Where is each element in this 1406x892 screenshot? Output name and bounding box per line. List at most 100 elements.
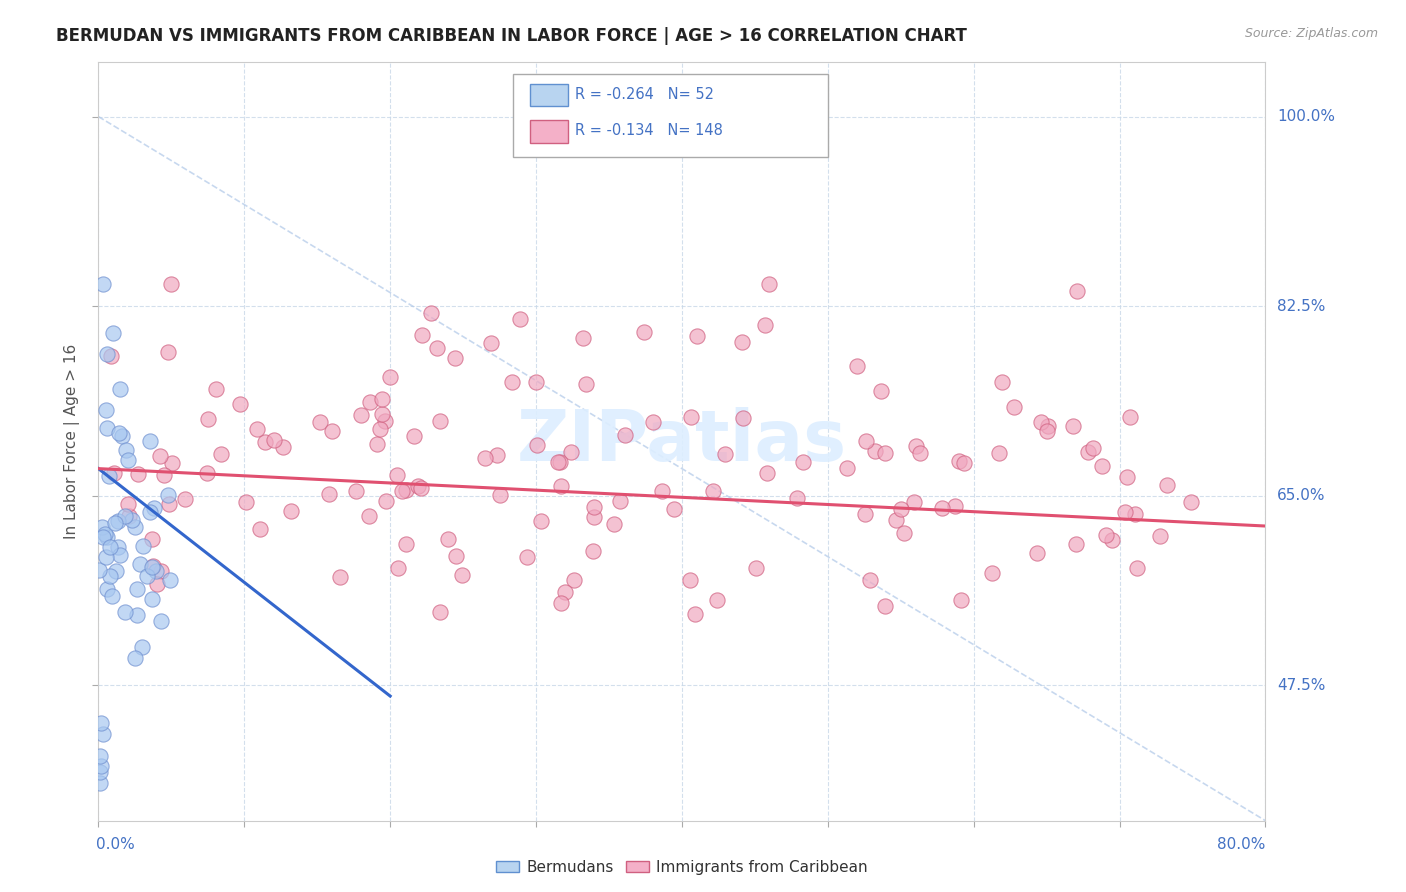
Point [366,437,388,451]
Point [115,443,138,458]
Point [550,479,572,493]
Point [931,500,953,515]
Point [943,500,966,514]
Point [249,522,271,536]
Point [139,505,162,519]
Point [91,530,114,544]
Point [174,492,197,507]
Point [1125,561,1147,575]
Text: R = -0.134   N= 148: R = -0.134 N= 148 [575,123,723,138]
Point [835,460,858,475]
Point [908,446,931,460]
Point [195,466,218,480]
Point [150,564,173,578]
Point [107,540,129,554]
Point [1066,284,1088,298]
Point [124,651,146,665]
Text: 47.5%: 47.5% [1277,678,1326,693]
Point [117,453,139,467]
Point [87,563,110,577]
Point [1119,409,1142,424]
Point [357,509,380,524]
Point [893,525,915,540]
Point [1094,527,1116,541]
Point [583,510,606,524]
FancyBboxPatch shape [530,84,568,106]
Point [526,438,548,452]
Point [280,504,302,518]
Point [1115,470,1137,484]
Text: BERMUDAN VS IMMIGRANTS FROM CARIBBEAN IN LABOR FORCE | AGE > 16 CORRELATION CHAR: BERMUDAN VS IMMIGRANTS FROM CARIBBEAN IN… [56,27,967,45]
Point [152,468,174,483]
Point [159,574,181,588]
Point [755,467,778,481]
Point [387,467,409,482]
Point [117,497,139,511]
Point [731,334,754,349]
Point [100,349,122,363]
Point [614,428,637,442]
Point [380,369,402,384]
Point [89,748,111,763]
Point [308,415,330,429]
Point [91,520,114,534]
Point [246,422,269,436]
Point [786,491,808,505]
Point [114,509,136,524]
Text: 0.0%: 0.0% [96,837,134,852]
Point [550,455,572,469]
Point [129,557,152,571]
Point [853,507,876,521]
Text: 65.0%: 65.0% [1277,488,1326,503]
Point [530,514,553,528]
Point [758,277,780,292]
Point [679,574,702,588]
Text: R = -0.264   N= 52: R = -0.264 N= 52 [575,87,714,102]
Point [1180,495,1202,509]
Point [157,488,180,502]
Y-axis label: In Labor Force | Age > 16: In Labor Force | Age > 16 [63,344,80,539]
Point [368,422,391,436]
Point [863,443,886,458]
Point [444,351,467,366]
Point [118,508,141,523]
Text: 82.5%: 82.5% [1277,299,1326,314]
Point [1064,537,1087,551]
Point [145,564,167,578]
Point [547,454,569,468]
Point [125,582,148,596]
Point [121,513,143,527]
Point [706,593,728,607]
Point [103,467,125,481]
Point [582,500,605,514]
Point [359,395,381,409]
Point [903,494,925,508]
Point [150,614,173,628]
Point [329,569,352,583]
Point [160,456,183,470]
Point [792,455,814,469]
Point [603,517,626,532]
Point [96,421,118,435]
Point [481,336,503,351]
Point [1149,529,1171,543]
Point [125,607,148,622]
Point [94,403,117,417]
Point [1025,545,1047,559]
Point [444,549,467,563]
Point [633,326,655,340]
Point [98,540,121,554]
Text: 100.0%: 100.0% [1277,109,1336,124]
Point [141,532,163,546]
Point [143,501,166,516]
Point [1002,400,1025,414]
Point [205,383,228,397]
Point [991,376,1014,390]
Point [429,414,451,428]
Point [101,589,124,603]
Point [409,481,432,495]
Point [562,574,585,588]
Point [271,440,294,454]
Point [685,328,707,343]
Point [114,605,136,619]
